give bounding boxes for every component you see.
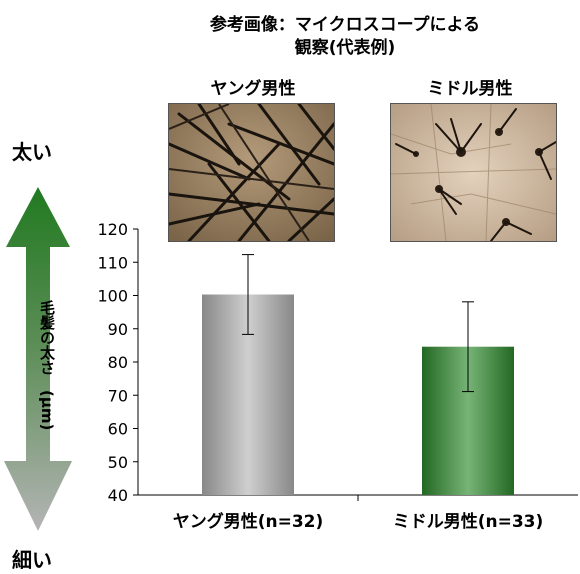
arrow-bottom-label: 細い xyxy=(12,548,52,572)
x-category-label: ヤング男性(n=32) xyxy=(173,511,324,532)
y-tick-label: 50 xyxy=(108,453,128,472)
y-tick-label: 100 xyxy=(97,287,128,306)
arrow-top-label: 太い xyxy=(12,140,52,164)
y-tick-label: 90 xyxy=(108,320,128,339)
y-tick-label: 80 xyxy=(108,353,128,372)
microscope-photo-young xyxy=(168,103,335,242)
y-tick-label: 40 xyxy=(108,486,128,505)
photo-label-middle: ミドル男性 xyxy=(427,79,513,99)
thickness-arrow xyxy=(4,187,72,531)
y-tick-label: 120 xyxy=(97,220,128,239)
y-tick-label: 60 xyxy=(108,420,128,439)
microscope-photo-middle xyxy=(390,103,557,242)
figure-title-line2: 観察(代表例) xyxy=(294,38,396,58)
photo-label-young: ヤング男性 xyxy=(210,79,296,99)
figure-title-line1: 参考画像：マイクロスコープによる xyxy=(209,15,481,35)
x-category-label: ミドル男性(n=33) xyxy=(393,511,544,532)
y-tick-label: 70 xyxy=(108,386,128,405)
y-tick-label: 110 xyxy=(97,253,128,272)
y-axis-title: 毛髪の太さ (μm) xyxy=(38,300,56,431)
